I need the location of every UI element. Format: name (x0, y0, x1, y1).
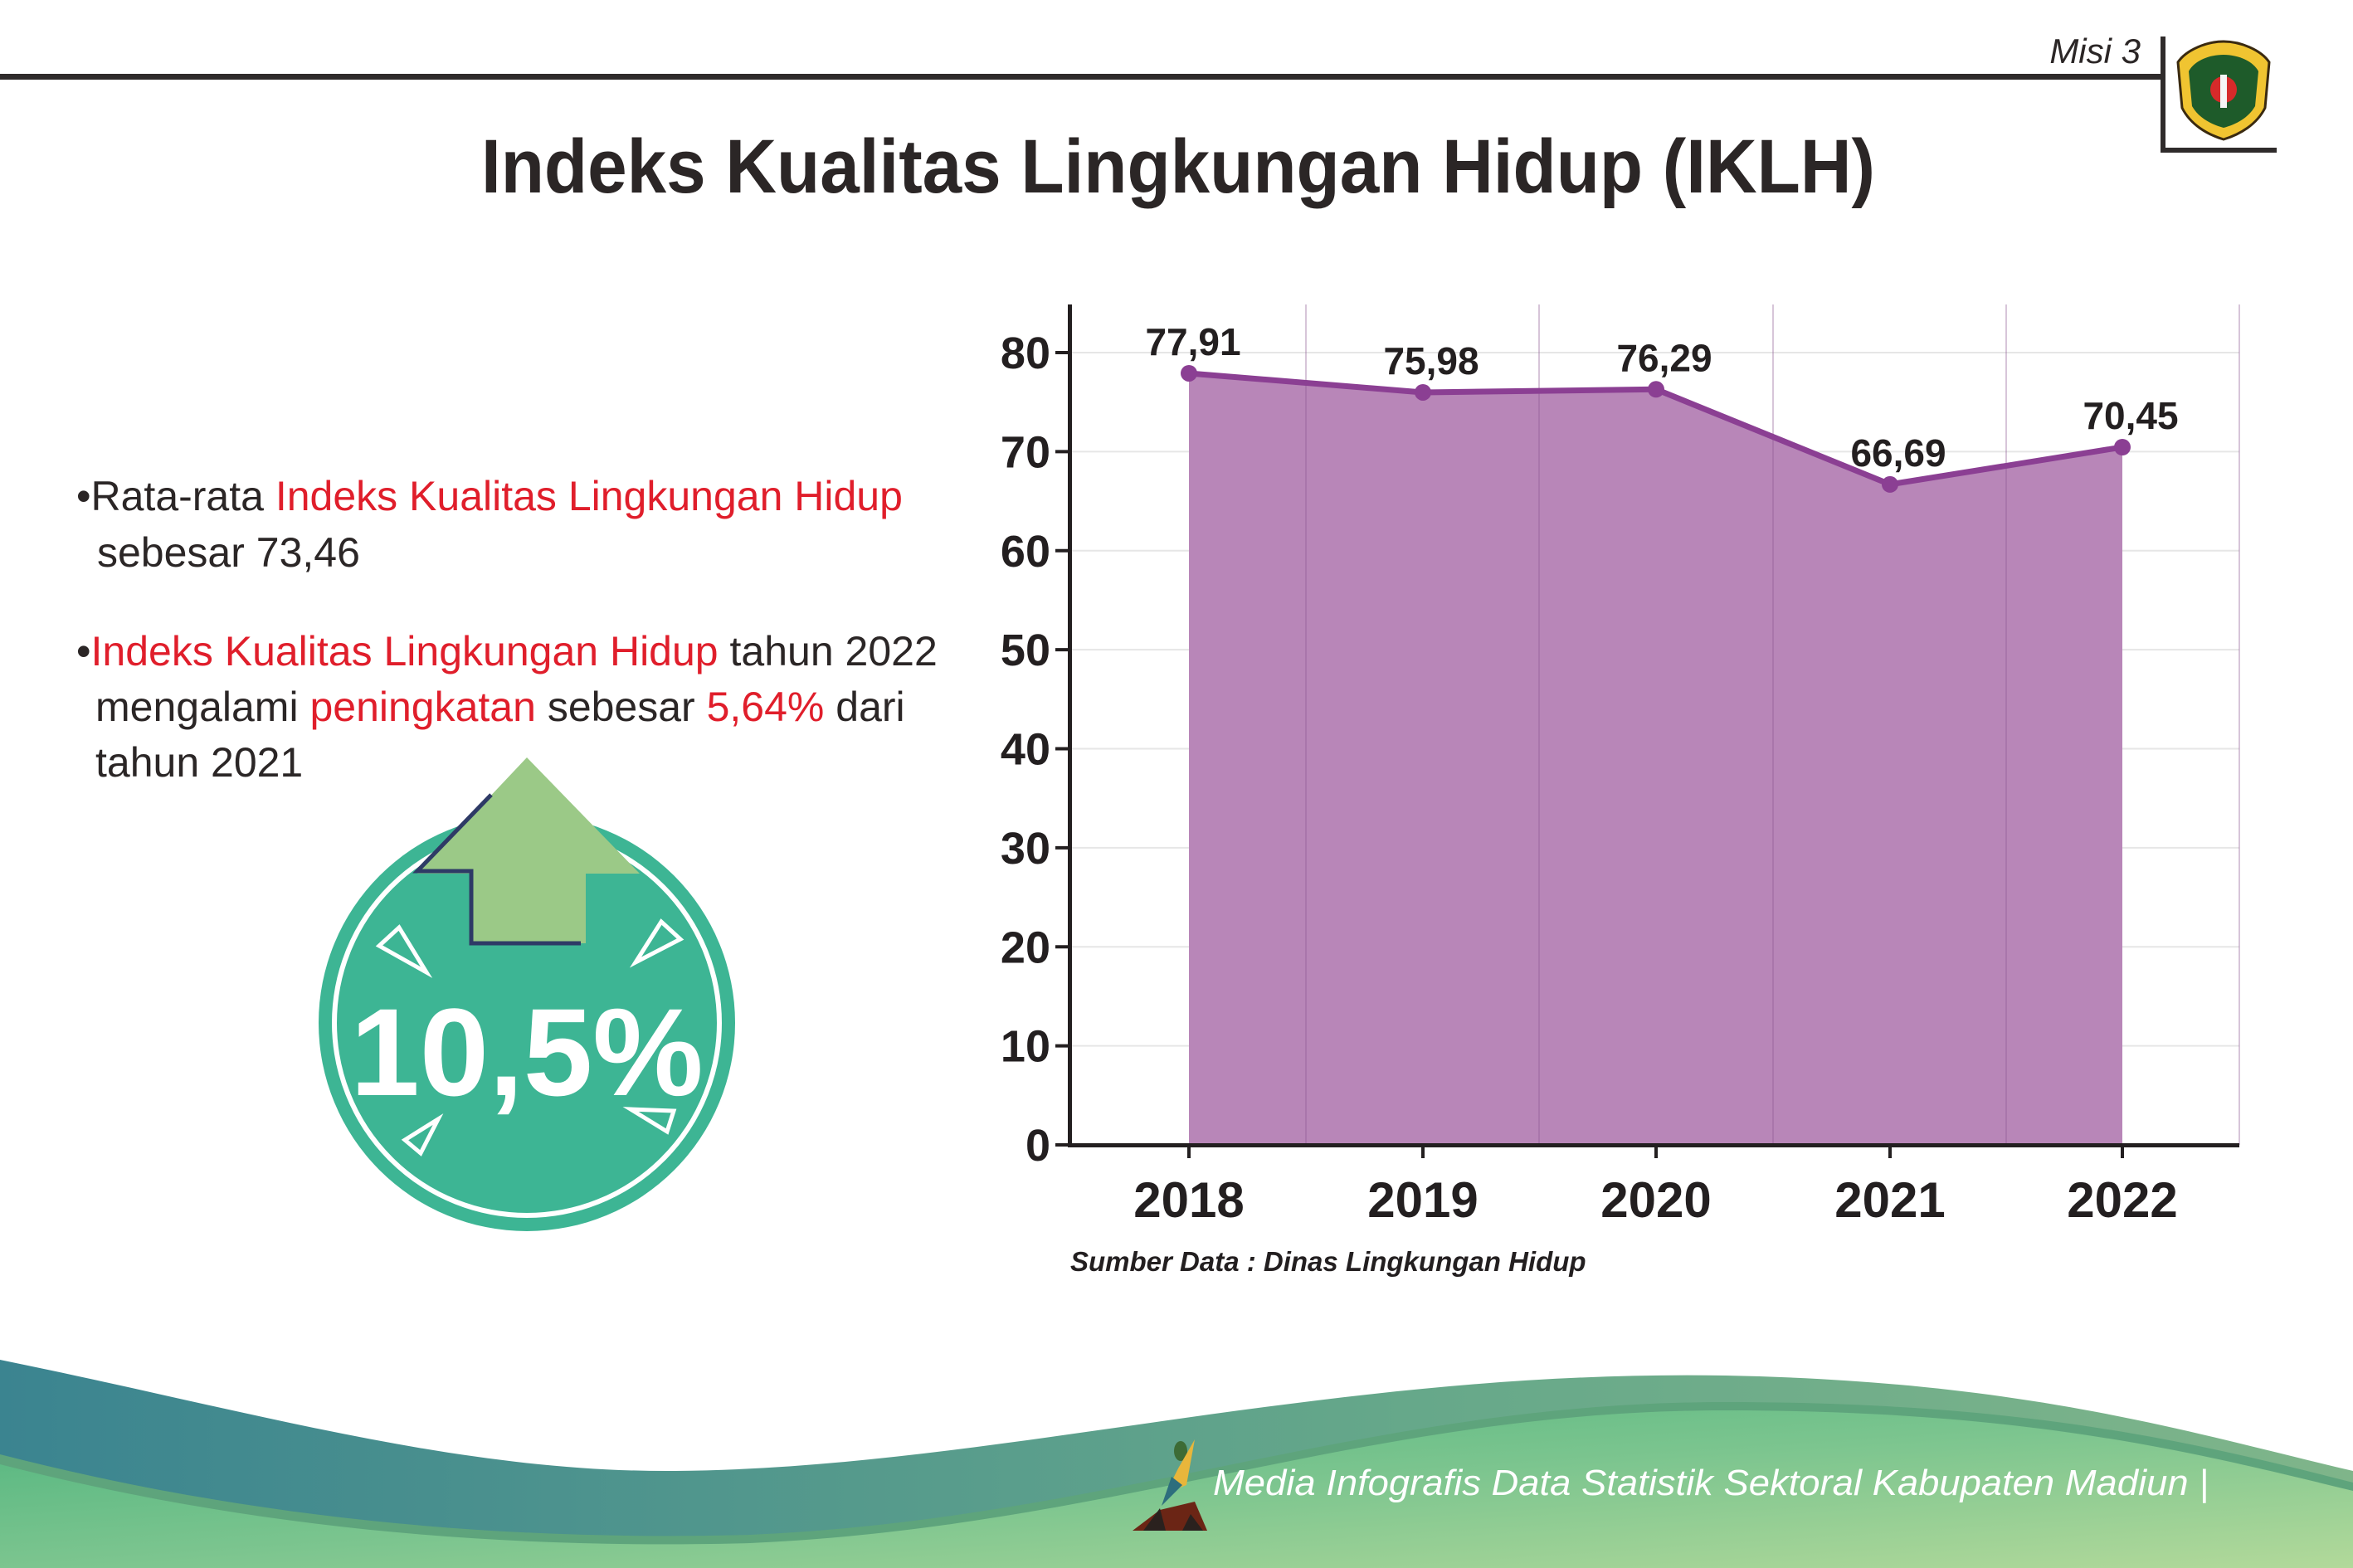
area-fill (1189, 373, 2122, 1146)
y-tick (1055, 747, 1070, 751)
y-tick (1055, 648, 1070, 652)
y-tick-label: 40 (1001, 725, 1050, 775)
y-tick-label: 60 (1001, 527, 1050, 577)
text-segment: sebesar 73,46 (97, 529, 360, 576)
x-tick-label: 2022 (2067, 1172, 2177, 1228)
y-tick (1055, 845, 1070, 850)
x-tick-label: 2021 (1834, 1172, 1945, 1228)
x-tick-label: 2018 (1133, 1172, 1244, 1228)
highlight-segment: 5,64% (707, 684, 825, 730)
data-point (1181, 364, 1197, 382)
highlight-segment: peningkatan (309, 684, 535, 730)
kabupaten-madiun-logo (2176, 40, 2271, 141)
x-tick-label: 2019 (1367, 1172, 1478, 1228)
y-tick-labels: 0 10 20 30 40 50 60 70 80 (1001, 329, 1070, 1171)
x-tick (1421, 1145, 1425, 1158)
y-tick-label: 0 (1025, 1121, 1050, 1171)
vertical-gridlines (1305, 304, 2240, 1145)
x-tick (1888, 1145, 1892, 1158)
growth-badge: 10,5% (319, 757, 735, 1231)
x-tick-labels: 2018 2019 2020 2021 2022 (1133, 1145, 2178, 1228)
source-note: Sumber Data : Dinas Lingkungan Hidup (1070, 1246, 1586, 1277)
bullet-2-line-2: mengalami peningkatan sebesar 5,64% dari (95, 684, 905, 730)
bullet-1-line-1: •Rata-rata Indeks Kualitas Lingkungan Hi… (76, 473, 903, 519)
y-tick (1055, 351, 1070, 354)
text-segment: sebesar (536, 684, 707, 730)
section-label: Misi 3 (2049, 32, 2141, 71)
y-tick (1055, 548, 1070, 553)
data-point (1648, 381, 1664, 398)
data-label: 76,29 (1616, 336, 1712, 379)
badge-value: 10,5% (350, 982, 703, 1122)
y-tick (1055, 945, 1070, 949)
highlight-segment: Indeks Kualitas Lingkungan Hidup (91, 628, 719, 674)
y-tick (1055, 450, 1070, 454)
media-infografis-logo-icon (1133, 1439, 1207, 1531)
iklh-chart: 77,91 75,98 76,29 66,69 70,45 0 10 20 30 40 50 60 7… (1001, 304, 2240, 1277)
logo-frame (2161, 37, 2277, 153)
header-rule (0, 74, 2162, 80)
highlight-segment: Indeks Kualitas Lingkungan Hidup (275, 473, 903, 519)
x-axis (1068, 1143, 2239, 1147)
data-point (1882, 475, 1898, 493)
text-segment: dari (824, 684, 904, 730)
y-tick-label: 10 (1001, 1022, 1050, 1072)
bullet-1-line-2: sebesar 73,46 (97, 529, 360, 576)
data-points (1181, 364, 2131, 493)
x-tick (1654, 1145, 1658, 1158)
y-tick (1055, 1143, 1070, 1147)
header: Misi 3 Indeks Kualitas Lingkungan Hidup … (0, 32, 2277, 209)
text-segment: tahun 2021 (95, 739, 303, 786)
y-axis (1068, 304, 1072, 1147)
footer-text: Media Infografis Data Statistik Sektoral… (1213, 1463, 2209, 1503)
footer: Media Infografis Data Statistik Sektoral… (0, 1360, 2353, 1568)
summary-bullets: •Rata-rata Indeks Kualitas Lingkungan Hi… (76, 473, 938, 786)
data-point (1415, 383, 1431, 401)
x-tick-label: 2020 (1600, 1172, 1711, 1228)
data-label: 75,98 (1383, 339, 1479, 382)
text-segment: Rata-rata (91, 473, 275, 519)
x-tick (1187, 1145, 1191, 1158)
data-label: 66,69 (1850, 431, 1946, 475)
y-tick-label: 80 (1001, 329, 1050, 378)
y-tick-label: 30 (1001, 824, 1050, 874)
text-segment: mengalami (95, 684, 309, 730)
page-title: Indeks Kualitas Lingkungan Hidup (IKLH) (481, 124, 1875, 209)
y-tick (1055, 1044, 1070, 1048)
bullet-2-line-1: •Indeks Kualitas Lingkungan Hidup tahun … (76, 628, 938, 674)
data-labels: 77,91 75,98 76,29 66,69 70,45 (1145, 320, 2178, 475)
data-point (2114, 439, 2131, 456)
arrow-up-icon (412, 757, 640, 946)
bullet-2-line-3: tahun 2021 (95, 739, 303, 786)
y-tick-label: 50 (1001, 626, 1050, 675)
data-label: 77,91 (1145, 320, 1240, 363)
x-tick (2121, 1145, 2124, 1158)
text-segment: tahun 2022 (719, 628, 938, 674)
data-label: 70,45 (2083, 394, 2178, 437)
sparkle-triangles-icon (375, 918, 684, 1157)
y-tick-label: 70 (1001, 427, 1050, 477)
y-tick-label: 20 (1001, 923, 1050, 972)
